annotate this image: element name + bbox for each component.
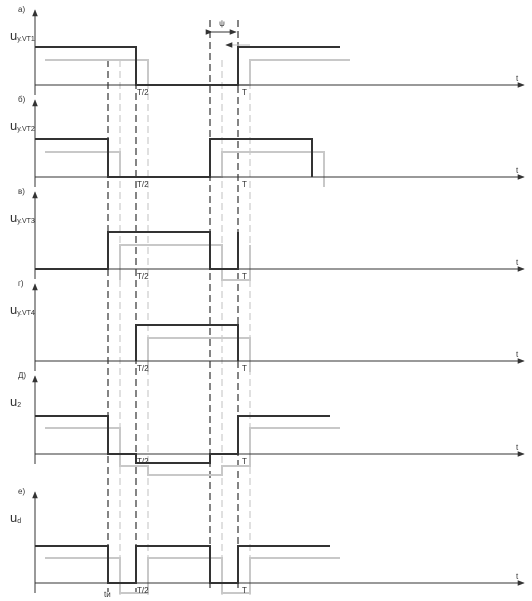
waveform-shifted <box>119 244 251 281</box>
signal-subscript: у.VT2 <box>17 126 35 133</box>
tick-half: T/2 <box>137 457 149 466</box>
signal-label: uу.VT3 <box>10 210 35 225</box>
tick-full: T <box>242 457 247 466</box>
panel: Д) u2 t T/2 T <box>10 371 525 476</box>
signal-subscript: d <box>17 518 21 525</box>
phase-label: ψ <box>219 19 225 28</box>
panel-letter: а) <box>18 5 25 14</box>
signal-symbol: u <box>10 118 17 133</box>
tick-full: T <box>242 272 247 281</box>
waveform <box>35 138 313 178</box>
guides: ψ <box>107 19 251 595</box>
panel-letter: е) <box>18 487 25 496</box>
signal-subscript: у.VT4 <box>17 310 35 317</box>
signal-label: uу.VT1 <box>10 28 35 43</box>
signal-symbol: u <box>10 28 17 43</box>
waveform-shifted <box>45 59 350 86</box>
signal-subscript: 2 <box>17 402 21 409</box>
panel-letter: б) <box>18 95 26 104</box>
tick-full: T <box>242 364 247 373</box>
signal-label: u2 <box>10 394 21 409</box>
axis-label: t <box>516 258 519 267</box>
tick-full: T <box>242 586 247 595</box>
waveform-shifted <box>45 557 340 594</box>
tick-half: T/2 <box>137 88 149 97</box>
waveform-shifted <box>45 151 325 187</box>
axis-label: t <box>516 350 519 359</box>
axis-label: t <box>516 443 519 452</box>
panel-letter: г) <box>18 279 24 288</box>
waveform <box>35 46 340 86</box>
tick-half: T/2 <box>137 586 149 595</box>
signal-label: ud <box>10 510 21 525</box>
signal-label: uу.VT2 <box>10 118 35 133</box>
signal-symbol: u <box>10 510 17 525</box>
pulse-label: tи <box>104 590 111 599</box>
tick-half: T/2 <box>137 364 149 373</box>
tick-full: T <box>242 88 247 97</box>
waveform <box>35 415 330 464</box>
tick-full: T <box>242 180 247 189</box>
signal-label: uу.VT4 <box>10 302 35 317</box>
panel: а) uу.VT1 t T/2 T <box>10 5 525 97</box>
waveform <box>35 545 330 584</box>
signal-symbol: u <box>10 302 17 317</box>
waveform <box>135 324 239 361</box>
signal-subscript: у.VT1 <box>17 36 35 43</box>
waveform-shifted <box>147 337 251 372</box>
axis-label: t <box>516 74 519 83</box>
tick-half: T/2 <box>137 180 149 189</box>
panel: б) uу.VT2 t T/2 T <box>10 95 525 189</box>
panel-letter: в) <box>18 187 25 196</box>
axis-label: t <box>516 572 519 581</box>
signal-symbol: u <box>10 394 17 409</box>
panel: е) ud t T/2 T <box>10 487 525 595</box>
panel-letter: Д) <box>18 371 26 380</box>
tick-half: T/2 <box>137 272 149 281</box>
waveform-shifted <box>45 427 340 476</box>
signal-subscript: у.VT3 <box>17 218 35 225</box>
panel: г) uу.VT4 t T/2 T <box>10 279 525 373</box>
waveform <box>35 231 239 270</box>
signal-symbol: u <box>10 210 17 225</box>
axis-label: t <box>516 166 519 175</box>
panel: в) uу.VT3 t T/2 T <box>10 187 525 281</box>
